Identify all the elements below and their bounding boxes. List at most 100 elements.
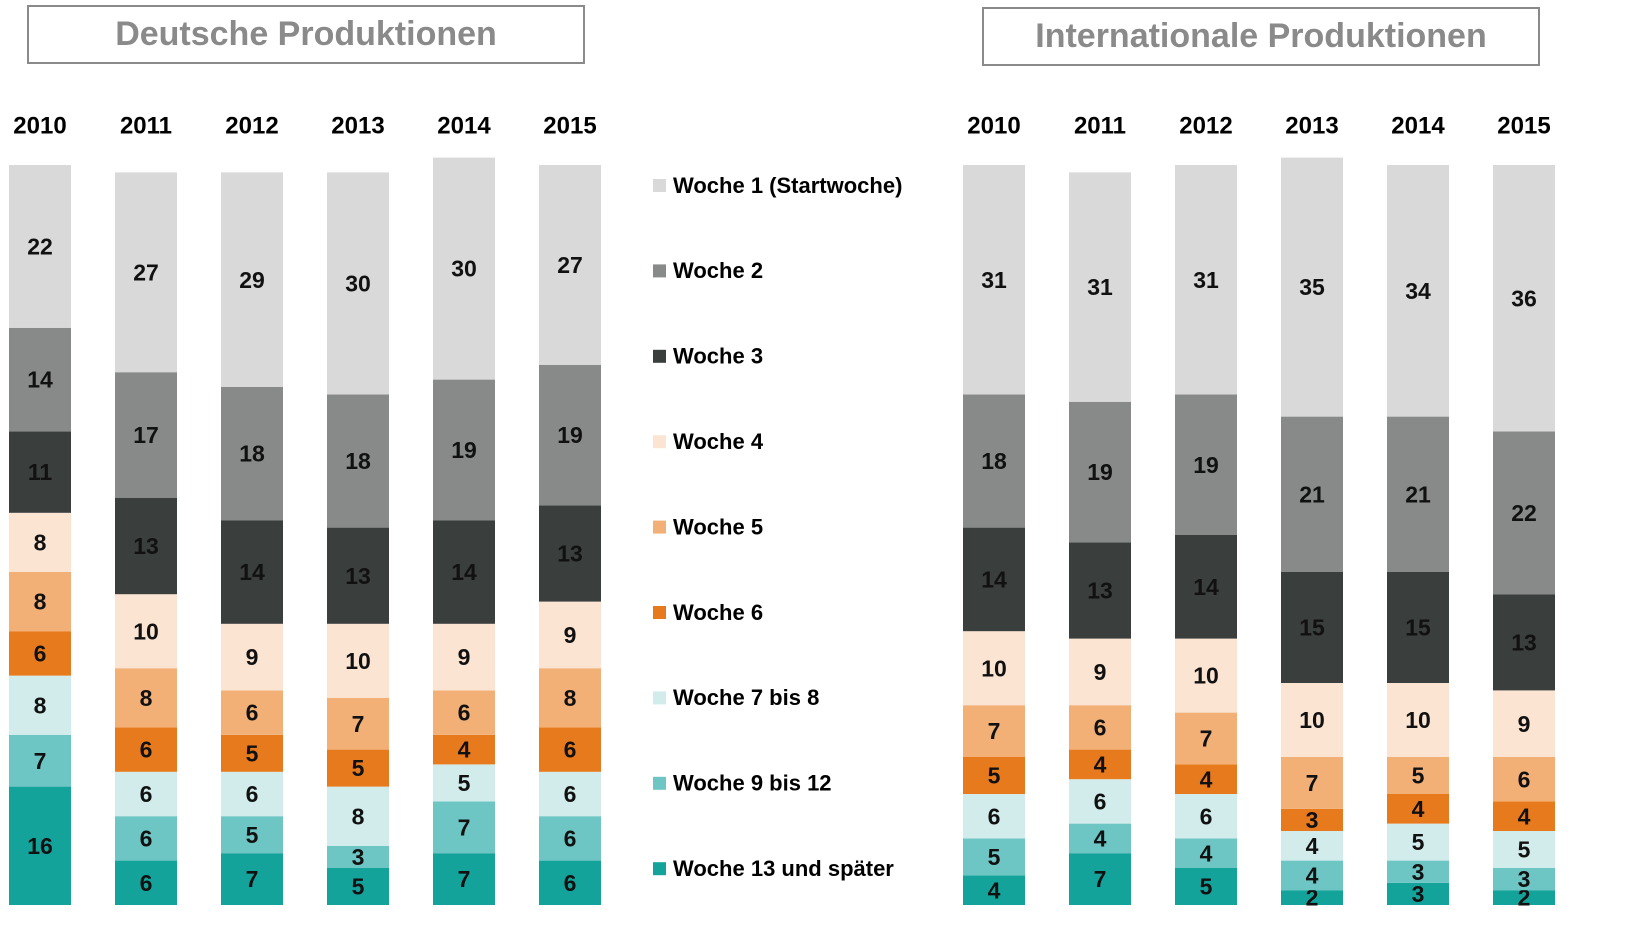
x-tick-label: 2012 <box>225 112 278 139</box>
data-label: 10 <box>1299 707 1325 733</box>
data-label: 8 <box>34 589 47 615</box>
bar-segment <box>1493 868 1555 891</box>
data-label: 3 <box>1306 807 1319 833</box>
data-label: 6 <box>140 781 153 807</box>
data-label: 18 <box>239 441 265 467</box>
bar-segment <box>1387 572 1449 683</box>
bar-segment <box>963 631 1025 706</box>
bar-segment <box>1069 749 1131 780</box>
data-label: 27 <box>557 252 583 278</box>
legend-swatch <box>653 179 666 192</box>
data-label: 8 <box>352 803 365 829</box>
data-label: 10 <box>133 618 159 644</box>
data-label: 7 <box>352 711 365 737</box>
bar-segment <box>1069 172 1131 402</box>
bar-segment <box>433 853 495 905</box>
data-label: 6 <box>564 825 577 851</box>
bar-segment <box>221 853 283 905</box>
bar-segment <box>1069 853 1131 905</box>
bar-segment <box>9 327 71 432</box>
data-label: 22 <box>1511 500 1537 526</box>
data-label: 7 <box>1094 866 1107 892</box>
data-label: 14 <box>27 367 53 393</box>
data-label: 7 <box>458 866 471 892</box>
bar-segment <box>433 690 495 735</box>
data-label: 10 <box>345 648 371 674</box>
x-tick-label: 2014 <box>437 112 491 139</box>
bar-segment <box>1069 542 1131 639</box>
legend-swatch <box>653 435 666 449</box>
bar-segment <box>963 527 1025 632</box>
data-label: 14 <box>981 566 1007 592</box>
bar-segment <box>115 727 177 772</box>
legend-label: Woche 4 <box>673 429 764 454</box>
bar-segment <box>1387 165 1449 417</box>
data-label: 31 <box>1087 274 1113 300</box>
x-tick-label: 2013 <box>1285 112 1338 139</box>
chart-title: Deutsche Produktionen <box>115 15 497 53</box>
data-label: 4 <box>1200 766 1213 792</box>
data-label: 4 <box>458 737 471 763</box>
bar-segment <box>1069 823 1131 854</box>
data-label: 7 <box>34 748 47 774</box>
bar-segment <box>1281 683 1343 757</box>
bar-segment <box>1281 157 1343 417</box>
data-label: 16 <box>27 833 53 859</box>
bar-segment <box>1493 890 1555 905</box>
bar-segment <box>1069 779 1131 824</box>
data-label: 30 <box>345 270 371 296</box>
data-label: 5 <box>352 755 365 781</box>
bar-segment <box>1281 860 1343 891</box>
data-label: 3 <box>1412 859 1425 885</box>
bar-segment <box>9 675 71 735</box>
data-label: 19 <box>1193 452 1219 478</box>
data-label: 31 <box>1193 267 1219 293</box>
data-label: 9 <box>564 622 577 648</box>
data-label: 6 <box>564 737 577 763</box>
data-label: 15 <box>1405 615 1431 641</box>
legend-label: Woche 5 <box>673 514 763 539</box>
data-label: 7 <box>246 866 259 892</box>
bar-segment <box>115 860 177 905</box>
bar-segment <box>433 801 495 854</box>
bar-segment <box>1175 868 1237 905</box>
data-label: 7 <box>1200 726 1213 752</box>
data-label: 4 <box>1094 825 1107 851</box>
bar-segment <box>115 594 177 669</box>
bar-segment <box>221 623 283 691</box>
bar-segment <box>1493 594 1555 691</box>
bar-segment <box>1175 764 1237 794</box>
bar-segment <box>327 697 389 750</box>
legend-swatch <box>653 520 666 534</box>
data-label: 13 <box>1087 578 1113 604</box>
bar-segment <box>221 816 283 854</box>
data-label: 13 <box>345 563 371 589</box>
bar-segment <box>1387 823 1449 861</box>
bar-segment <box>115 668 177 728</box>
bar-segment <box>1281 831 1343 861</box>
bar-segment <box>1281 416 1343 572</box>
data-label: 8 <box>34 692 47 718</box>
data-label: 4 <box>1518 803 1531 829</box>
data-label: 31 <box>981 267 1007 293</box>
bar-segment <box>1175 394 1237 535</box>
x-tick-label: 2012 <box>1179 112 1232 139</box>
x-tick-label: 2015 <box>543 112 596 139</box>
bar-segment <box>1281 757 1343 809</box>
bar-segment <box>221 771 283 817</box>
legend-label: Woche 3 <box>673 344 763 369</box>
bar-segment <box>115 172 177 373</box>
x-tick-label: 2013 <box>331 112 384 139</box>
bar-segment <box>1387 757 1449 794</box>
bar-segment <box>539 668 601 728</box>
bar-segment <box>539 860 601 905</box>
bar-segment <box>1493 757 1555 802</box>
data-label: 10 <box>981 655 1007 681</box>
data-label: 5 <box>988 844 1001 870</box>
bar-segment <box>433 157 495 380</box>
bar-segment <box>221 387 283 521</box>
bar-segment <box>433 520 495 624</box>
data-label: 35 <box>1299 274 1325 300</box>
data-label: 4 <box>1412 796 1425 822</box>
